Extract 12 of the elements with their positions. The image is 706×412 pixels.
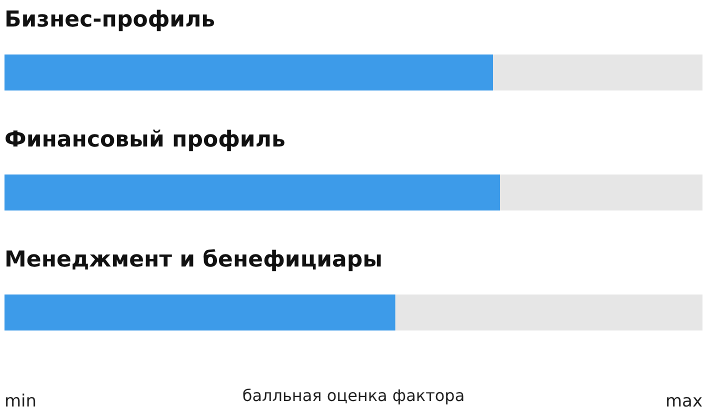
y-tick-label: Менеджмент и бенефициары bbox=[4, 248, 383, 272]
y-tick-label: Финансовый профиль bbox=[4, 128, 286, 152]
text: min bbox=[4, 392, 37, 412]
bar bbox=[4, 54, 494, 90]
bar bbox=[4, 174, 500, 210]
bar bbox=[500, 174, 702, 210]
text: max bbox=[665, 392, 703, 412]
bar bbox=[4, 294, 396, 330]
bar bbox=[395, 294, 702, 330]
x-axis-title: балльная оценка фактора bbox=[242, 386, 465, 405]
y-tick-label: Бизнес-профиль bbox=[4, 8, 216, 32]
bar bbox=[493, 54, 702, 90]
